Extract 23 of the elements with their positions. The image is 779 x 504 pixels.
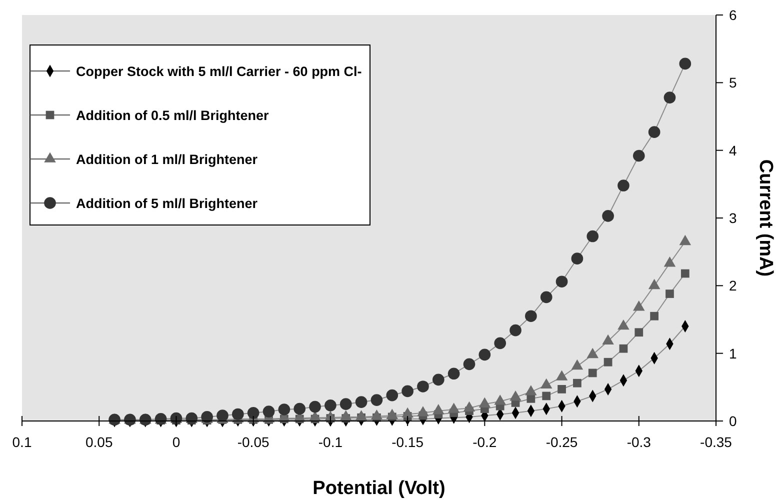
y-tick-label: 3 — [729, 210, 737, 226]
y-axis-title: Current (mA) — [755, 159, 776, 277]
x-tick-label: 0.1 — [12, 434, 32, 450]
x-tick-label: -0.15 — [392, 434, 424, 450]
x-tick-label: -0.1 — [318, 434, 343, 450]
x-tick-label: -0.3 — [626, 434, 652, 450]
y-tick-label: 6 — [729, 7, 737, 23]
x-tick-label: -0.25 — [546, 434, 578, 450]
y-tick-label: 1 — [729, 345, 737, 362]
x-tick-label: -0.35 — [700, 434, 732, 450]
x-tick-label: -0.2 — [472, 434, 497, 450]
y-tick-label: 2 — [729, 278, 737, 294]
legend-label: Copper Stock with 5 ml/l Carrier - 60 ppm Cl- — [76, 64, 362, 79]
y-tick-label: 5 — [729, 74, 737, 91]
x-tick-label: -0.05 — [237, 434, 270, 450]
legend-label: Addition of 1 ml/l Brightener — [76, 152, 258, 167]
y-tick-label: 4 — [729, 142, 737, 158]
legend-label: Addition of 0.5 ml/l Brightener — [76, 108, 270, 123]
x-tick-label: 0.05 — [85, 434, 113, 450]
x-tick-label: 0 — [172, 434, 180, 450]
legend-label: Addition of 5 ml/l Brightener — [76, 196, 258, 211]
x-axis-title: Potential (Volt) — [312, 478, 446, 499]
y-tick-label: 0 — [729, 413, 737, 429]
